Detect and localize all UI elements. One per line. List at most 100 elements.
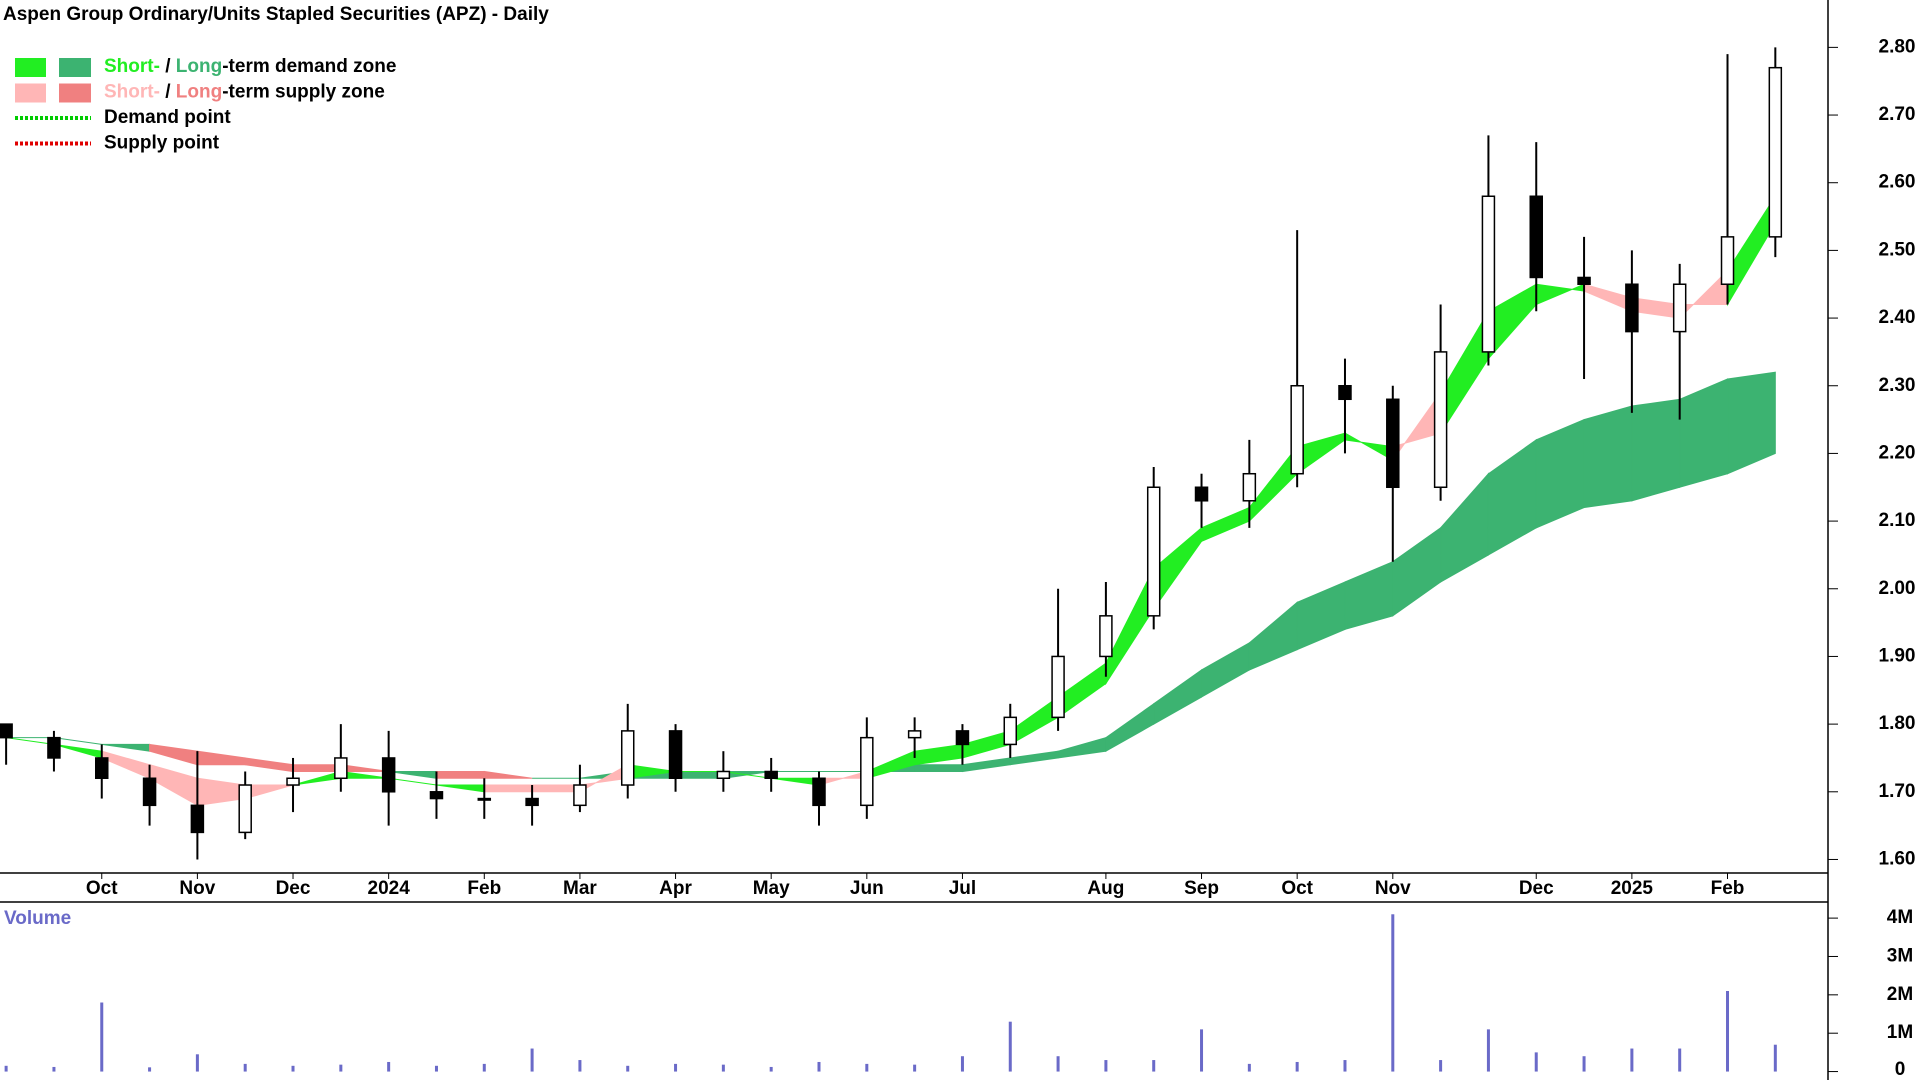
legend-part: Short- <box>104 82 160 103</box>
candle-body <box>1529 195 1543 279</box>
candle-body <box>142 777 157 807</box>
candle-body <box>573 784 587 807</box>
zone-segment <box>1727 371 1776 475</box>
zone-segment <box>1105 702 1155 753</box>
volume-bar <box>1726 991 1730 1072</box>
volume-bar <box>195 1054 199 1072</box>
volume-bar <box>1439 1060 1443 1072</box>
zone-segment <box>1009 750 1059 766</box>
volume-bar <box>1534 1052 1538 1072</box>
x-tick-label: Oct <box>86 878 118 899</box>
volume-bar <box>482 1063 486 1072</box>
zone-segment <box>1535 283 1585 306</box>
candle-body <box>1338 384 1352 401</box>
volume-bar <box>1486 1029 1490 1072</box>
candle-body <box>907 730 922 739</box>
candle-body <box>1242 472 1257 502</box>
zone-segment <box>914 743 963 766</box>
zone-segment <box>1248 601 1298 671</box>
zone-segment <box>1392 390 1442 462</box>
candle-body <box>1051 655 1065 719</box>
candle-body <box>381 757 396 793</box>
zone-segment <box>53 743 103 759</box>
y-tick-label: 2.00 <box>1879 578 1916 599</box>
zone-segment <box>53 737 102 745</box>
zone-segment <box>1296 432 1346 475</box>
zone-segment <box>436 784 485 793</box>
legend-part: Long <box>176 56 222 77</box>
candle-body <box>47 736 61 759</box>
candle-body <box>477 797 492 801</box>
y-tick-label: 2.50 <box>1879 239 1916 260</box>
zone-segment <box>483 770 533 779</box>
zone-segment <box>1440 472 1489 583</box>
volume-bar <box>721 1064 725 1072</box>
legend-part: Short- <box>104 56 160 77</box>
zone-segment <box>1201 642 1250 698</box>
candle-body <box>238 784 252 834</box>
zone-segment <box>771 777 820 786</box>
zone-segment <box>149 743 198 766</box>
candle-body <box>1720 236 1735 285</box>
x-tick-label: Nov <box>179 878 215 899</box>
zone-segment <box>1487 283 1537 360</box>
zone-segment <box>244 757 294 773</box>
volume-bar <box>291 1065 295 1072</box>
y-tick-label: 1.90 <box>1879 645 1916 666</box>
zone-segment <box>1679 378 1729 488</box>
zone-segment <box>1201 506 1250 543</box>
y-tick-label: 2.20 <box>1879 442 1916 463</box>
candle-body <box>525 797 539 807</box>
zone-segment <box>531 784 581 793</box>
volume-bar <box>1343 1060 1347 1072</box>
zone-segment <box>483 784 533 793</box>
zone-segment <box>961 730 1011 759</box>
zone-segment <box>435 770 485 779</box>
zone-segment <box>196 750 246 766</box>
chart-title: Aspen Group Ordinary/Units Stapled Secur… <box>3 4 549 25</box>
candle-body <box>1003 716 1018 746</box>
y-tick-label: 2.80 <box>1879 36 1916 57</box>
volume-bar <box>1247 1063 1251 1072</box>
zone-segment <box>1344 560 1394 631</box>
volume-bar <box>578 1060 582 1072</box>
x-tick-label: Feb <box>467 878 501 899</box>
zone-segment <box>101 750 151 780</box>
volume-bar <box>960 1056 964 1072</box>
zone-segment <box>196 777 246 806</box>
legend-part: Long <box>176 82 222 103</box>
volume-bar <box>1582 1056 1586 1072</box>
zone-segment <box>1487 438 1537 556</box>
x-tick-label: 2024 <box>368 878 411 899</box>
y-tick-label: 0 <box>1895 1059 1906 1080</box>
legend-swatch <box>59 58 91 77</box>
y-tick-label: 4M <box>1887 907 1913 928</box>
zone-segment <box>961 757 1011 773</box>
zone-segment <box>388 777 437 786</box>
zone-segment <box>1392 526 1442 617</box>
candle-body <box>334 757 348 780</box>
candle-body <box>1386 398 1400 489</box>
x-tick-label: Oct <box>1281 878 1313 899</box>
zone-segment <box>1105 568 1155 686</box>
zone-segment <box>1009 696 1059 746</box>
zone-segment <box>1153 669 1203 725</box>
candle-body <box>860 736 874 807</box>
candle-body <box>95 757 109 780</box>
zone-segment <box>1679 269 1729 320</box>
y-tick-label: 2.60 <box>1879 172 1916 193</box>
zone-segment <box>1057 736 1107 759</box>
zone-segment <box>292 764 342 772</box>
legend-part: / <box>160 82 176 103</box>
volume-bar <box>1056 1056 1060 1072</box>
zone-segment <box>101 743 151 752</box>
x-tick-label: Jul <box>949 878 976 899</box>
y-tick-label: 1.80 <box>1879 713 1916 734</box>
zone-segment <box>388 770 437 779</box>
candle-body <box>620 730 635 786</box>
volume-bar <box>674 1063 678 1072</box>
candle-body <box>1146 486 1161 617</box>
x-tick-label: May <box>753 878 790 899</box>
volume-bar <box>1152 1060 1156 1072</box>
zone-segment <box>1631 297 1681 319</box>
